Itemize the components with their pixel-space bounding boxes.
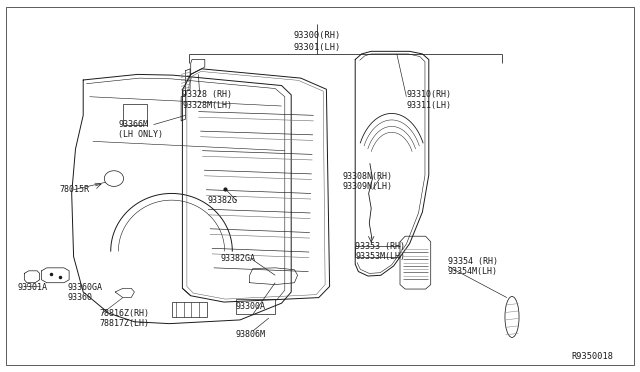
Text: 93354M(LH): 93354M(LH) [448, 267, 498, 276]
Text: 78817Z(LH): 78817Z(LH) [99, 319, 149, 328]
Text: 93806M: 93806M [236, 330, 266, 339]
Text: 93300A: 93300A [236, 302, 266, 311]
Text: 93310(RH): 93310(RH) [406, 90, 451, 99]
Text: 93301A: 93301A [18, 283, 48, 292]
Text: 93353M(LH): 93353M(LH) [355, 252, 405, 261]
Text: 78816Z(RH): 78816Z(RH) [99, 309, 149, 318]
Text: (LH ONLY): (LH ONLY) [118, 130, 163, 139]
Text: 93382G: 93382G [208, 196, 238, 205]
Text: 93328M(LH): 93328M(LH) [182, 101, 232, 110]
Text: R9350018: R9350018 [571, 352, 613, 361]
Text: 93311(LH): 93311(LH) [406, 101, 451, 110]
Text: 78015R: 78015R [60, 185, 90, 194]
Text: 93354 (RH): 93354 (RH) [448, 257, 498, 266]
Text: 93353 (RH): 93353 (RH) [355, 242, 405, 251]
Text: 93300(RH): 93300(RH) [293, 31, 340, 40]
Text: 93366M: 93366M [118, 120, 148, 129]
Text: 93360: 93360 [67, 293, 92, 302]
Text: 93308N(RH): 93308N(RH) [342, 172, 392, 181]
Text: 93301(LH): 93301(LH) [293, 43, 340, 52]
Text: 93360GA: 93360GA [67, 283, 102, 292]
Text: 93328 (RH): 93328 (RH) [182, 90, 232, 99]
Text: 93309N(LH): 93309N(LH) [342, 182, 392, 191]
Text: 93382GA: 93382GA [221, 254, 256, 263]
